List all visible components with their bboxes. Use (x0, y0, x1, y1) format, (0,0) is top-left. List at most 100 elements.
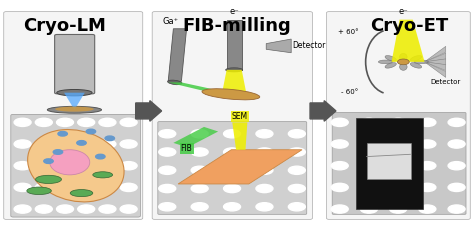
Circle shape (256, 148, 273, 156)
Circle shape (159, 166, 176, 174)
Circle shape (448, 162, 465, 170)
Polygon shape (392, 20, 425, 62)
Circle shape (159, 148, 176, 156)
Circle shape (58, 131, 67, 136)
Circle shape (288, 184, 305, 193)
Circle shape (360, 183, 377, 191)
Circle shape (36, 183, 52, 191)
Circle shape (390, 140, 407, 148)
Circle shape (448, 183, 465, 191)
FancyBboxPatch shape (158, 122, 307, 214)
Circle shape (288, 203, 305, 211)
Text: e⁻: e⁻ (229, 7, 239, 16)
Ellipse shape (47, 106, 101, 113)
Circle shape (159, 184, 176, 193)
Text: - 60°: - 60° (341, 88, 358, 94)
Ellipse shape (168, 80, 182, 85)
Ellipse shape (55, 106, 94, 112)
Polygon shape (425, 46, 446, 62)
Ellipse shape (27, 187, 51, 195)
Circle shape (14, 118, 31, 126)
Circle shape (99, 118, 116, 126)
Circle shape (331, 205, 348, 213)
Text: + 60°: + 60° (338, 29, 358, 35)
Circle shape (14, 140, 31, 148)
FancyBboxPatch shape (152, 12, 312, 219)
Circle shape (331, 140, 348, 148)
Circle shape (331, 162, 348, 170)
Circle shape (78, 140, 95, 148)
FancyBboxPatch shape (11, 114, 140, 217)
Text: Ga⁺: Ga⁺ (162, 18, 178, 27)
Ellipse shape (27, 130, 124, 202)
Circle shape (191, 148, 208, 156)
Polygon shape (425, 53, 446, 62)
FancyArrow shape (310, 101, 336, 121)
Circle shape (99, 205, 116, 213)
Circle shape (448, 118, 465, 126)
Polygon shape (178, 150, 302, 184)
Ellipse shape (400, 53, 407, 60)
Text: FIB: FIB (181, 144, 192, 153)
Circle shape (78, 118, 95, 126)
Polygon shape (232, 122, 247, 150)
Ellipse shape (202, 89, 260, 100)
Polygon shape (425, 59, 446, 65)
Circle shape (360, 140, 377, 148)
Circle shape (390, 118, 407, 126)
Circle shape (288, 148, 305, 156)
Circle shape (78, 205, 95, 213)
Circle shape (53, 150, 63, 154)
Circle shape (36, 118, 52, 126)
Ellipse shape (398, 59, 409, 65)
Ellipse shape (410, 63, 422, 68)
Circle shape (390, 183, 407, 191)
Circle shape (224, 148, 240, 156)
Ellipse shape (36, 175, 62, 183)
Circle shape (120, 183, 137, 191)
Circle shape (360, 118, 377, 126)
Circle shape (256, 203, 273, 211)
Circle shape (191, 184, 208, 193)
Circle shape (419, 140, 436, 148)
FancyBboxPatch shape (332, 112, 466, 214)
Circle shape (14, 183, 31, 191)
Circle shape (77, 141, 86, 145)
Text: Cryo-ET: Cryo-ET (370, 17, 448, 35)
Text: FIB-milling: FIB-milling (182, 17, 292, 35)
Circle shape (419, 118, 436, 126)
FancyBboxPatch shape (327, 12, 470, 219)
Circle shape (78, 162, 95, 170)
Circle shape (390, 205, 407, 213)
Ellipse shape (70, 190, 93, 197)
Polygon shape (168, 29, 187, 81)
Circle shape (288, 166, 305, 174)
Ellipse shape (378, 60, 392, 64)
Text: Cryo-LM: Cryo-LM (24, 17, 107, 35)
Circle shape (14, 205, 31, 213)
Circle shape (56, 205, 73, 213)
Ellipse shape (410, 56, 422, 61)
Circle shape (224, 130, 240, 138)
Circle shape (256, 184, 273, 193)
Circle shape (36, 140, 52, 148)
Circle shape (191, 203, 208, 211)
Polygon shape (366, 143, 411, 179)
Circle shape (159, 203, 176, 211)
Circle shape (256, 130, 273, 138)
Circle shape (288, 130, 305, 138)
Circle shape (419, 162, 436, 170)
Circle shape (419, 183, 436, 191)
Polygon shape (64, 93, 85, 110)
FancyBboxPatch shape (4, 12, 143, 219)
Circle shape (448, 205, 465, 213)
Text: e⁻: e⁻ (399, 7, 408, 16)
Circle shape (99, 162, 116, 170)
Circle shape (56, 118, 73, 126)
Circle shape (36, 205, 52, 213)
Circle shape (224, 184, 240, 193)
Ellipse shape (385, 56, 396, 61)
Circle shape (419, 205, 436, 213)
Polygon shape (227, 20, 242, 70)
Polygon shape (425, 62, 446, 70)
